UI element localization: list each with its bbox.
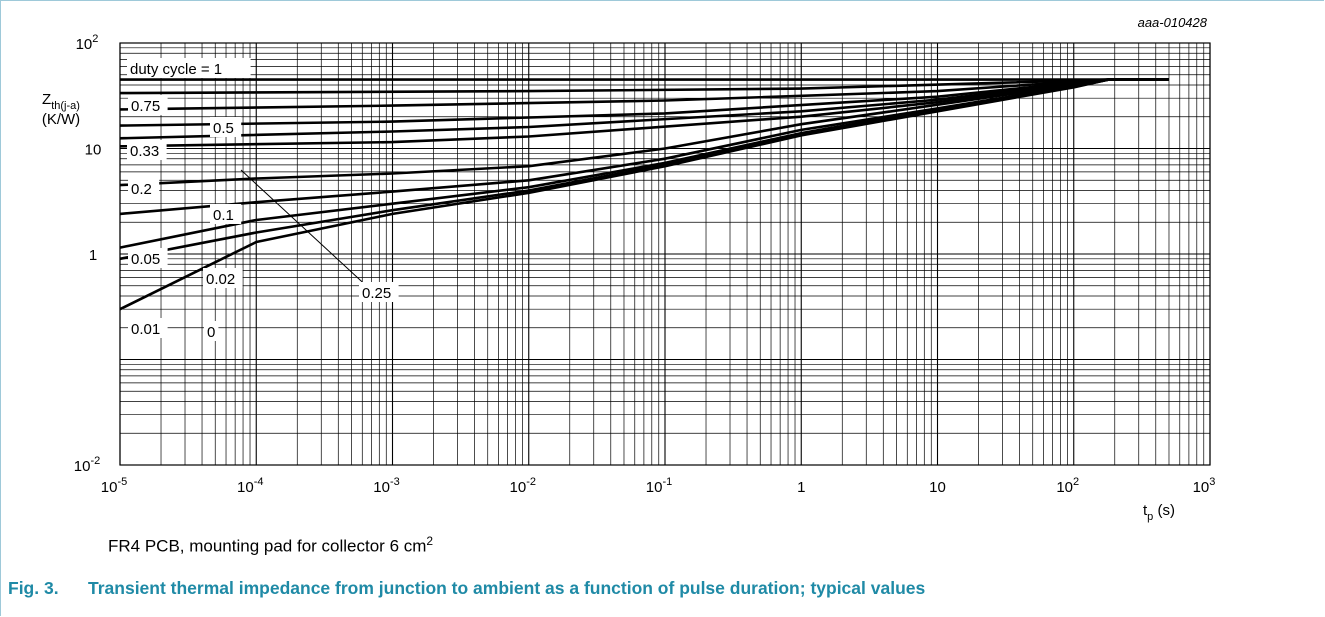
- series-label: 0.05: [131, 251, 160, 268]
- series-label-bg: [210, 204, 242, 224]
- series-label: 0.2: [131, 181, 152, 198]
- leader-line-0-25: [240, 169, 373, 292]
- figure-caption: Fig. 3. Transient thermal impedance from …: [8, 578, 925, 599]
- y-axis-label: Zth(j-a): [42, 91, 80, 112]
- series-label-bg: [204, 321, 219, 341]
- figure-code: aaa-010428: [1138, 15, 1208, 30]
- series-label: 0.01: [131, 321, 160, 338]
- series-label-bg: [127, 58, 251, 78]
- x-tick-label: 10-2: [510, 476, 536, 496]
- y-tick-label: 102: [76, 33, 99, 53]
- x-axis-label: tp (s): [1143, 502, 1175, 523]
- series-label-bg: [203, 268, 243, 288]
- y-tick-label: 10-2: [74, 455, 100, 475]
- series-label-bg: [128, 95, 168, 115]
- x-tick-label: 10: [929, 479, 946, 496]
- x-tick-label: 10-1: [646, 476, 672, 496]
- figure-note-sup: 2: [426, 534, 434, 548]
- figure-note: FR4 PCB, mounting pad for collector 6 cm…: [108, 534, 433, 557]
- y-tick-label: 1: [89, 247, 97, 264]
- series-label: duty cycle = 1: [130, 61, 222, 78]
- series-label: 0.02: [206, 271, 235, 288]
- caption-number: Fig. 3.: [8, 578, 59, 598]
- series-label-bg: [128, 248, 168, 268]
- x-tick-label: 10-3: [373, 476, 399, 496]
- y-axis-unit: (K/W): [42, 111, 80, 128]
- series-label: 0.75: [131, 98, 160, 115]
- series-label-bg: [128, 178, 160, 198]
- caption-text: Transient thermal impedance from junctio…: [88, 578, 926, 598]
- x-tick-label: 10-4: [237, 476, 263, 496]
- x-tick-label: 10-5: [101, 476, 127, 496]
- series-label: 0: [207, 324, 215, 341]
- series-label-bg: [127, 140, 167, 160]
- x-tick-label: 103: [1193, 476, 1216, 496]
- series-label: 0.5: [213, 120, 234, 137]
- x-tick-label: 1: [797, 479, 805, 496]
- series-label: 0.25: [362, 285, 391, 302]
- series-label: 0.1: [213, 207, 234, 224]
- figure-note-text: FR4 PCB, mounting pad for collector 6 cm: [108, 536, 427, 556]
- series-line: [119, 78, 1169, 311]
- series-label-bg: [128, 318, 168, 338]
- plot-area: [119, 42, 1211, 466]
- series-label-bg: [359, 282, 399, 302]
- y-tick-label: 10: [85, 142, 102, 159]
- x-tick-label: 102: [1056, 476, 1079, 496]
- series-label-bg: [210, 117, 242, 137]
- series-label: 0.33: [130, 143, 159, 160]
